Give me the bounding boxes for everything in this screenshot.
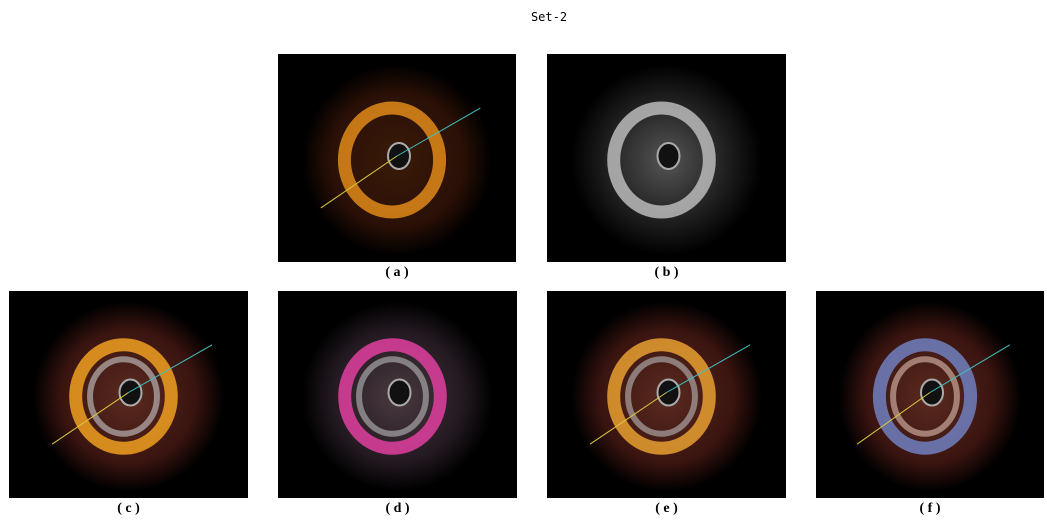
- panel-label: ( c ): [117, 501, 140, 516]
- lumen: [120, 380, 142, 406]
- lumen: [921, 380, 943, 406]
- image-panel: [547, 291, 786, 498]
- lumen: [388, 143, 410, 169]
- image-panel: [278, 54, 516, 262]
- image-panel: [9, 291, 248, 498]
- image-panel: [278, 291, 517, 498]
- lumen: [658, 380, 680, 406]
- lumen: [658, 143, 680, 169]
- figure-title: Set-2: [531, 10, 567, 24]
- panel-label: ( d ): [385, 501, 409, 516]
- image-panel: [547, 54, 786, 262]
- panel-label: ( e ): [655, 501, 678, 516]
- image-panel: [816, 291, 1044, 498]
- panel-label: ( b ): [654, 265, 678, 280]
- panel-label: ( a ): [385, 265, 409, 280]
- panel-label: ( f ): [920, 501, 941, 516]
- figure: Set-2 ( a ) ( b ) ( c ) ( d ) ( e ) ( f ): [0, 0, 1047, 521]
- lumen: [389, 380, 411, 406]
